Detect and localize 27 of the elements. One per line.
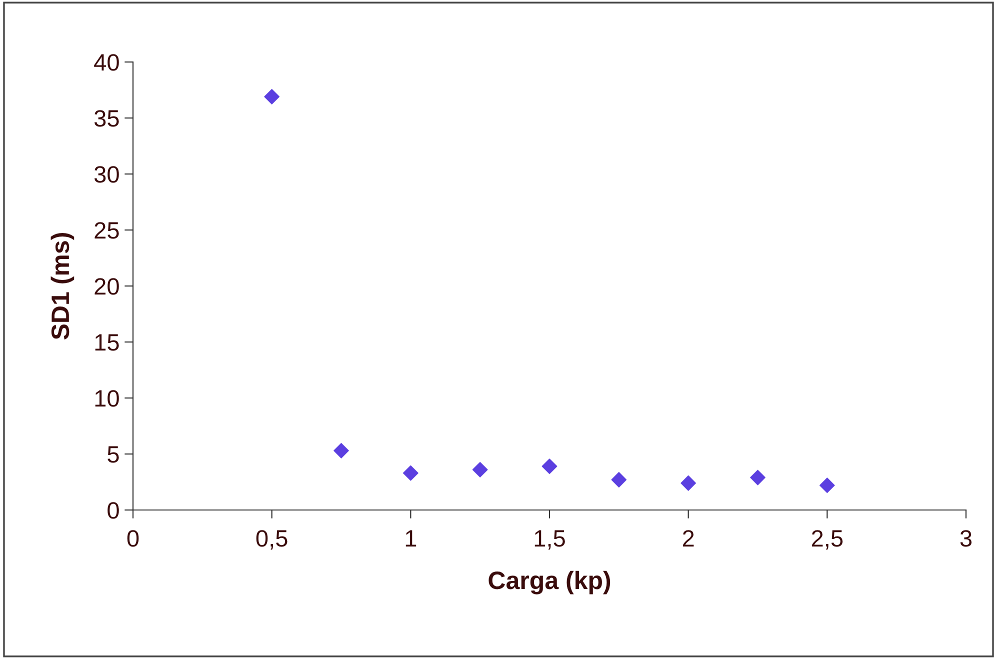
x-tick-label: 3 — [960, 530, 972, 547]
point — [680, 475, 696, 491]
x-tick-label: 0,5 — [256, 530, 288, 550]
y-tick-label: 5 — [108, 446, 119, 463]
point — [819, 478, 835, 494]
y-tick-label: 40 — [94, 54, 119, 71]
x-tick-label: 0 — [127, 530, 139, 547]
x-tick-label: 2,5 — [812, 530, 843, 550]
y-tick-label: 20 — [94, 278, 119, 295]
x-tick-label: 2 — [682, 530, 694, 547]
point — [334, 442, 349, 458]
point — [472, 462, 488, 478]
y-tick-label: 15 — [95, 334, 119, 351]
point — [264, 89, 280, 104]
point — [402, 465, 418, 481]
y-tick-label: 10 — [95, 390, 119, 407]
y-tick-label: 30 — [94, 166, 119, 183]
y-axis-title: SD1 (ms) — [50, 233, 74, 340]
x-tick-label: 1 — [406, 530, 416, 547]
point — [542, 458, 558, 474]
x-axis-title: Carga (kp) — [488, 570, 610, 594]
point — [611, 472, 627, 488]
y-tick-label: 0 — [108, 502, 119, 519]
y-tick-label: 25 — [94, 222, 119, 239]
point — [750, 470, 766, 486]
y-tick-label: 35 — [94, 110, 119, 127]
x-tick-label: 1,5 — [534, 530, 565, 550]
